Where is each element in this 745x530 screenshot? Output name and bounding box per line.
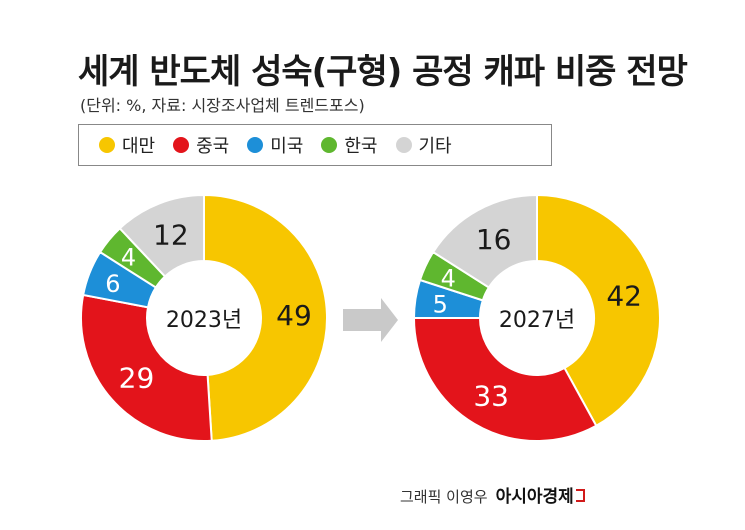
data-label-한국: 4	[441, 264, 456, 292]
legend-item-1: 중국	[173, 132, 229, 158]
legend: 대만 중국 미국 한국 기타	[78, 124, 552, 166]
data-label-대만: 42	[606, 280, 642, 313]
data-label-미국: 6	[105, 270, 120, 298]
donut-chart-2027: 42 33 54 16 2027년	[412, 193, 661, 442]
data-label-중국: 33	[473, 379, 509, 412]
slice-대만	[536, 193, 661, 428]
data-label-대만: 49	[276, 299, 312, 332]
slice-대만	[203, 193, 328, 442]
data-label-기타: 16	[476, 223, 512, 256]
slice-중국	[412, 317, 598, 442]
legend-item-3: 한국	[321, 132, 378, 158]
center-label: 2027년	[499, 308, 575, 333]
slice-중국	[80, 293, 213, 442]
legend-item-2: 미국	[247, 132, 303, 158]
legend-label-1: 중국	[196, 136, 230, 157]
legend-dot-1	[173, 137, 190, 153]
legend-label-3: 한국	[344, 136, 378, 157]
brand-logo-icon	[575, 489, 585, 502]
legend-dot-0	[99, 137, 115, 153]
data-label-미국: 5	[433, 291, 448, 319]
center-label: 2023년	[166, 308, 242, 333]
chart-subtitle: (단위: %, 자료: 시장조사업체 트렌드포스)	[80, 96, 365, 115]
legend-item-0: 대만	[99, 132, 155, 158]
legend-label-0: 대만	[122, 136, 156, 157]
credit-brand: 아시아경제	[496, 482, 585, 507]
credit-brand-name: 아시아경제	[495, 487, 574, 507]
chart-title: 세계 반도체 성숙(구형) 공정 캐파 비중 전망	[78, 52, 688, 92]
legend-dot-2	[247, 137, 264, 153]
data-label-한국: 4	[121, 244, 136, 272]
legend-dot-4	[395, 137, 412, 153]
legend-label-2: 미국	[270, 136, 304, 157]
data-label-기타: 12	[153, 218, 189, 251]
donut-chart-2023: 49 29 64 12 2023년	[80, 193, 328, 442]
slice-기타	[118, 193, 205, 278]
legend-label-4: 기타	[418, 136, 452, 157]
data-label-중국: 29	[119, 362, 155, 395]
credit-text: 그래픽 이영우	[400, 488, 488, 506]
credit: 그래픽 이영우 아시아경제	[400, 482, 585, 507]
legend-item-4: 기타	[395, 132, 452, 158]
chevron-right-icon	[343, 298, 398, 342]
legend-dot-3	[321, 137, 338, 153]
slice-기타	[431, 193, 538, 289]
